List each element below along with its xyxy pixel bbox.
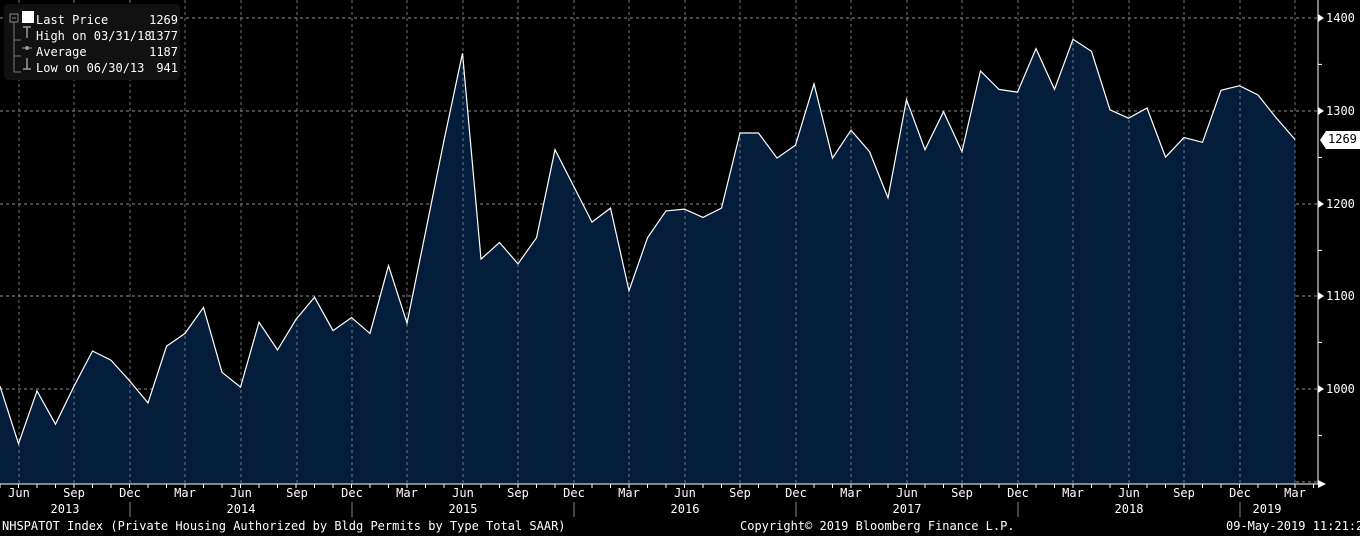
average-marker-icon <box>22 46 32 50</box>
vertical-gridlines <box>18 0 1296 484</box>
x-axis-month-label: Mar <box>1284 486 1306 500</box>
high-marker-icon <box>23 26 31 38</box>
x-axis-month-label: Jun <box>452 486 474 500</box>
legend-tree-icon <box>9 13 21 73</box>
x-axis-month-label: Sep <box>729 486 751 500</box>
x-axis-month-label: Jun <box>1118 486 1140 500</box>
y-axis-label: 1400 <box>1326 11 1355 25</box>
last-price-tag-value: 1269 <box>1328 132 1357 146</box>
y-axis-ticks <box>1318 14 1326 488</box>
legend-label: Low on 06/30/13 <box>36 61 145 75</box>
legend-value: 941 <box>156 61 178 75</box>
x-axis-month-label: Mar <box>618 486 640 500</box>
x-axis-month-label: Dec <box>119 486 141 500</box>
x-axis-month-label: Dec <box>1007 486 1029 500</box>
x-axis-year-label: 2015 <box>448 502 478 516</box>
x-axis-month-label: Mar <box>396 486 418 500</box>
x-axis-month-label: Sep <box>63 486 85 500</box>
x-axis-year-label: 2019 <box>1252 502 1282 516</box>
x-axis-month-label: Dec <box>1229 486 1251 500</box>
timestamp: 09-May-2019 11:21:26 <box>1226 519 1360 533</box>
x-axis-month-label: Mar <box>174 486 196 500</box>
x-axis-month-label: Sep <box>507 486 529 500</box>
legend-label: High on 03/31/18 <box>36 29 152 43</box>
x-axis-year-label: 2014 <box>226 502 256 516</box>
x-axis-month-label: Dec <box>341 486 363 500</box>
x-axis-month-label: Mar <box>1062 486 1084 500</box>
y-axis-label: 1100 <box>1326 289 1355 303</box>
legend-value: 1377 <box>149 29 178 43</box>
legend-row-last-price: Last Price 1269 <box>36 12 178 28</box>
legend-label: Last Price <box>36 13 109 27</box>
x-axis-month-label: Jun <box>896 486 918 500</box>
x-axis-year-label: 2018 <box>1114 502 1144 516</box>
x-axis-year-label: 2013 <box>50 502 80 516</box>
last-price-square-icon <box>22 10 34 24</box>
x-axis-month-label: Dec <box>785 486 807 500</box>
x-axis-month-label: Sep <box>1173 486 1195 500</box>
legend-row-low: Low on 06/30/13 941 <box>36 60 178 76</box>
x-axis-month-label: Sep <box>286 486 308 500</box>
last-price-tag-shape <box>1320 131 1360 149</box>
last-price-tag: 1269 <box>1320 131 1360 149</box>
year-dividers <box>129 502 1241 517</box>
ticker-description: NHSPATOT Index (Private Housing Authoriz… <box>2 519 566 533</box>
x-axis-month-label: Jun <box>674 486 696 500</box>
legend-label: Average <box>36 45 87 59</box>
x-axis-year-label: 2017 <box>892 502 922 516</box>
x-axis-month-label: Jun <box>230 486 252 500</box>
price-line <box>0 38 1296 446</box>
x-axis-month-label: Sep <box>951 486 973 500</box>
x-axis-month-label: Mar <box>840 486 862 500</box>
y-axis-label: 1200 <box>1326 197 1355 211</box>
copyright-text: Copyright© 2019 Bloomberg Finance L.P. <box>740 519 1015 533</box>
x-axis-ticks <box>0 484 1314 488</box>
y-axis-label: 1000 <box>1326 382 1355 396</box>
x-axis-month-label: Jun <box>8 486 30 500</box>
x-axis-year-label: 2016 <box>670 502 700 516</box>
y-axis-label: 1300 <box>1326 104 1355 118</box>
legend-row-average: Average 1187 <box>36 44 178 60</box>
legend-value: 1269 <box>149 13 178 27</box>
low-marker-icon <box>23 58 31 70</box>
chart-legend: Last Price 1269 High on 03/31/18 1377 Av… <box>4 4 180 80</box>
legend-value: 1187 <box>149 45 178 59</box>
x-axis-month-label: Dec <box>563 486 585 500</box>
legend-row-high: High on 03/31/18 1377 <box>36 28 178 44</box>
price-area <box>0 39 1295 485</box>
